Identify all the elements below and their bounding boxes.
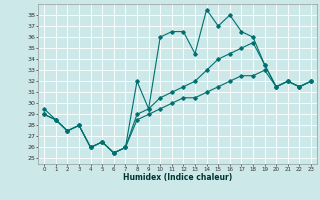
- X-axis label: Humidex (Indice chaleur): Humidex (Indice chaleur): [123, 173, 232, 182]
